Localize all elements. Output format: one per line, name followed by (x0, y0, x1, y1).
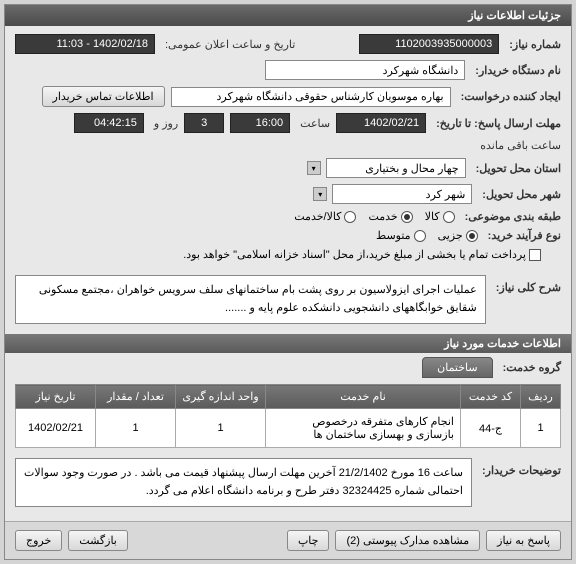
city-label: شهر محل تحویل: (482, 188, 561, 201)
radio-khadmat[interactable]: خدمت (368, 210, 412, 223)
process-radio-group: جزیی متوسط (376, 229, 478, 242)
col-code: کد خدمت (461, 385, 521, 409)
cell-name: انجام کارهای متفرقه درخصوص بازسازی و بهس… (266, 409, 461, 448)
print-button[interactable]: چاپ (287, 530, 330, 551)
city-field: شهر کرد (332, 184, 472, 204)
reply-button[interactable]: پاسخ به نیاز (486, 530, 561, 551)
and-label: روز و (154, 117, 178, 130)
radio-motevaset[interactable]: متوسط (376, 229, 426, 242)
col-qty: تعداد / مقدار (96, 385, 176, 409)
radio-both[interactable]: کالا/خدمت (294, 210, 356, 223)
services-header: اطلاعات خدمات مورد نیاز (5, 334, 571, 353)
radio-jozi[interactable]: جزیی (438, 229, 478, 242)
cell-unit: 1 (176, 409, 266, 448)
requester-field: بهاره موسویان کارشناس حقوقی دانشگاه شهرک… (171, 87, 451, 107)
process-label: نوع فرآیند خرید: (488, 229, 561, 242)
buyer-notes-box: ساعت 16 مورخ 21/2/1402 آخرین مهلت ارسال … (15, 458, 472, 507)
days-field: 3 (184, 113, 224, 133)
panel-title: جزئیات اطلاعات نیاز (5, 5, 571, 26)
payment-check[interactable]: پرداخت تمام یا بخشی از مبلغ خرید،از محل … (183, 248, 541, 261)
buyer-org-label: نام دستگاه خریدار: (475, 64, 561, 77)
radio-icon (401, 211, 413, 223)
back-button[interactable]: بازگشت (68, 530, 128, 551)
tab-building[interactable]: ساختمان (422, 357, 492, 378)
tabs: گروه خدمت: ساختمان (5, 357, 571, 378)
main-panel: جزئیات اطلاعات نیاز شماره نیاز: 11020039… (4, 4, 572, 560)
table-header-row: ردیف کد خدمت نام خدمت واحد اندازه گیری ت… (16, 385, 561, 409)
buyer-notes-label: توضیحات خریدار: (482, 458, 561, 477)
form-area: شماره نیاز: 1102003935000003 تاریخ و ساع… (5, 26, 571, 275)
dropdown-icon[interactable]: ▾ (307, 161, 321, 175)
radio-icon (344, 211, 356, 223)
col-date: تاریخ نیاز (16, 385, 96, 409)
announce-field: 1402/02/18 - 11:03 (15, 34, 155, 54)
exit-button[interactable]: خروج (15, 530, 62, 551)
footer-bar: پاسخ به نیاز مشاهده مدارک پیوستی (2) چاپ… (5, 521, 571, 559)
announce-label: تاریخ و ساعت اعلان عمومی: (165, 38, 295, 51)
deadline-date-field: 1402/02/21 (336, 113, 426, 133)
services-table: ردیف کد خدمت نام خدمت واحد اندازه گیری ت… (15, 384, 561, 448)
countdown-field: 04:42:15 (74, 113, 144, 133)
radio-icon (414, 230, 426, 242)
table-row: 1 ج-44 انجام کارهای متفرقه درخصوص بازساز… (16, 409, 561, 448)
radio-icon (466, 230, 478, 242)
col-unit: واحد اندازه گیری (176, 385, 266, 409)
deadline-time-field: 16:00 (230, 113, 290, 133)
description-box: عملیات اجرای ایزولاسیون بر روی پشت بام س… (15, 275, 486, 324)
remaining-label: ساعت باقی مانده (480, 139, 561, 152)
col-name: نام خدمت (266, 385, 461, 409)
buyer-org-field: دانشگاه شهرکرد (265, 60, 465, 80)
dropdown-icon[interactable]: ▾ (313, 187, 327, 201)
col-idx: ردیف (521, 385, 561, 409)
radio-kala[interactable]: کالا (425, 210, 455, 223)
payment-note: پرداخت تمام یا بخشی از مبلغ خرید،از محل … (183, 248, 526, 261)
requester-label: ایجاد کننده درخواست: (461, 90, 561, 103)
group-label: گروه خدمت: (503, 361, 561, 374)
cell-code: ج-44 (461, 409, 521, 448)
radio-icon (443, 211, 455, 223)
need-number-field: 1102003935000003 (359, 34, 499, 54)
province-label: استان محل تحویل: (476, 162, 561, 175)
class-radio-group: کالا خدمت کالا/خدمت (294, 210, 454, 223)
time-label-1: ساعت (300, 117, 330, 130)
need-number-label: شماره نیاز: (509, 38, 561, 51)
radio-kala-label: کالا (425, 210, 440, 223)
cell-date: 1402/02/21 (16, 409, 96, 448)
contact-button[interactable]: اطلاعات تماس خریدار (42, 86, 165, 107)
deadline-label: مهلت ارسال پاسخ: تا تاریخ: (436, 117, 561, 130)
radio-both-label: کالا/خدمت (294, 210, 341, 223)
radio-khadmat-label: خدمت (368, 210, 397, 223)
radio-motevaset-label: متوسط (376, 229, 411, 242)
radio-jozi-label: جزیی (438, 229, 463, 242)
cell-qty: 1 (96, 409, 176, 448)
description-label: شرح کلی نیاز: (496, 275, 561, 294)
checkbox-icon (529, 249, 541, 261)
cell-idx: 1 (521, 409, 561, 448)
attachments-button[interactable]: مشاهده مدارک پیوستی (2) (335, 530, 480, 551)
province-field: چهار محال و بختیاری (326, 158, 466, 178)
class-label: طبقه بندی موضوعی: (465, 210, 561, 223)
